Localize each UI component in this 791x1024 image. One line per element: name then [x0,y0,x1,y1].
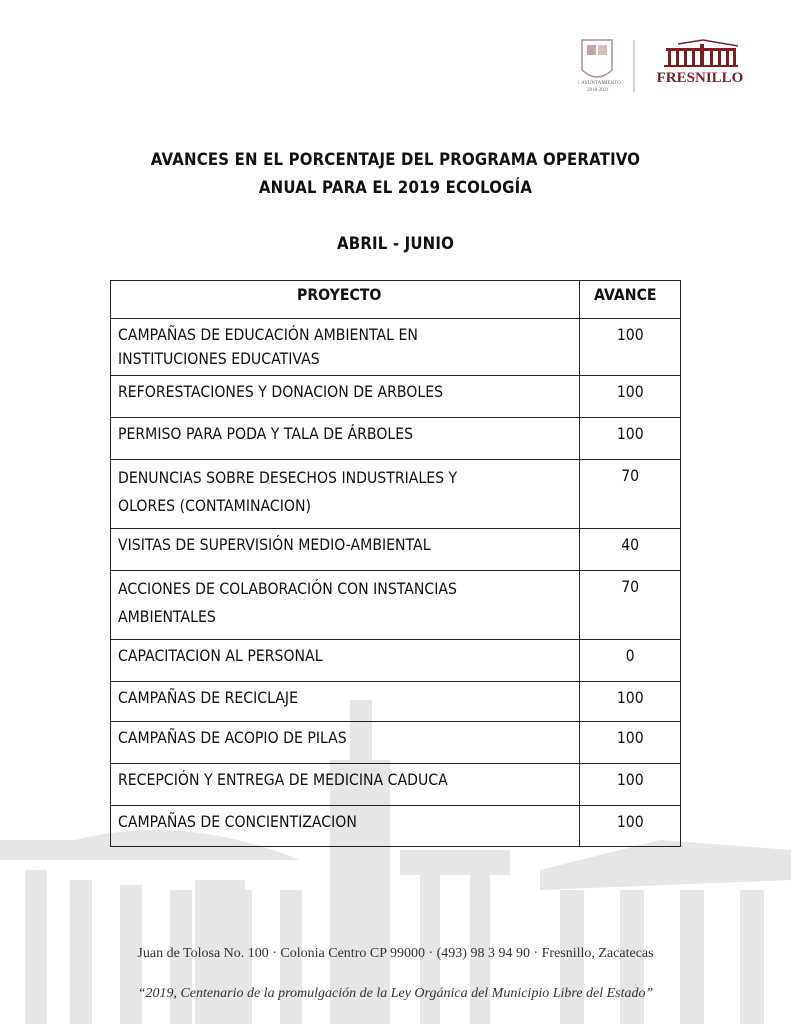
proyecto-text: AMBIENTALES [118,607,216,626]
cell-proyecto: VISITAS DE SUPERVISIÓN MEDIO-AMBIENTAL [110,528,580,571]
cell-proyecto: CAPACITACION AL PERSONAL [110,639,580,682]
proyecto-text: OLORES (CONTAMINACION) [118,496,311,515]
proyecto-text: CAMPAÑAS DE ACOPIO DE PILAS [118,728,347,747]
cell-avance: 100 [579,721,681,764]
avance-value: 100 [616,325,644,344]
cell-avance: 40 [579,528,681,571]
avance-value: 100 [616,424,644,443]
proyecto-text: DENUNCIAS SOBRE DESECHOS INDUSTRIALES Y [118,468,458,487]
cell-avance: 100 [579,805,681,847]
document-title-line1: AVANCES EN EL PORCENTAJE DEL PROGRAMA OP… [150,150,641,170]
cell-proyecto: REFORESTACIONES Y DONACION DE ARBOLES [110,375,580,418]
cell-avance: 100 [579,763,681,806]
cell-avance: 70 [579,570,681,640]
cell-proyecto: CAMPAÑAS DE EDUCACIÓN AMBIENTAL EN INSTIT… [110,318,580,376]
cell-avance: 100 [579,681,681,722]
proyecto-text: INSTITUCIONES EDUCATIVAS [118,349,320,368]
table-row: CAMPAÑAS DE CONCIENTIZACION 100 [110,805,681,847]
cell-proyecto: RECEPCIÓN Y ENTREGA DE MEDICINA CADUCA [110,763,580,806]
cell-avance: 0 [579,639,681,682]
proyecto-text: CAPACITACION AL PERSONAL [118,646,323,665]
proyecto-text: ACCIONES DE COLABORACIÓN CON INSTANCIAS [118,579,457,598]
avance-value: 0 [625,646,635,665]
cell-proyecto: PERMISO PARA PODA Y TALA DE ÁRBOLES [110,417,580,460]
proyecto-text: CAMPAÑAS DE RECICLAJE [118,688,298,707]
svg-text:2018-2021: 2018-2021 [587,88,609,93]
avance-value: 40 [621,535,639,554]
table-row: VISITAS DE SUPERVISIÓN MEDIO-AMBIENTAL 40 [110,528,681,571]
header-proyecto: PROYECTO [110,280,580,319]
svg-text:FRESNILLO: FRESNILLO [657,70,744,86]
table-row: DENUNCIAS SOBRE DESECHOS INDUSTRIALES Y O… [110,459,681,529]
table-row: PERMISO PARA PODA Y TALA DE ÁRBOLES 100 [110,417,681,460]
avance-value: 100 [616,382,644,401]
header-avance: AVANCE [579,280,681,319]
proyecto-text: REFORESTACIONES Y DONACION DE ARBOLES [118,382,444,401]
proyecto-text: CAMPAÑAS DE EDUCACIÓN AMBIENTAL EN [118,325,418,344]
footer-motto: “2019, Centenario de la promulgación de … [137,986,654,1001]
avance-value: 70 [621,577,639,596]
progress-table: PROYECTO AVANCE CAMPAÑAS DE EDUCACIÓN AM… [110,280,681,847]
cell-avance: 100 [579,417,681,460]
table-header-row: PROYECTO AVANCE [110,280,681,319]
document-period: ABRIL - JUNIO [336,234,455,254]
cell-avance: 100 [579,375,681,418]
cell-avance: 70 [579,459,681,529]
table-row: CAPACITACION AL PERSONAL 0 [110,639,681,682]
document-title-line2: ANUAL PARA EL 2019 ECOLOGÍA [258,178,533,198]
cell-proyecto: CAMPAÑAS DE RECICLAJE [110,681,580,722]
table-row: CAMPAÑAS DE ACOPIO DE PILAS 100 [110,721,681,764]
table-row: RECEPCIÓN Y ENTREGA DE MEDICINA CADUCA 10… [110,763,681,806]
svg-text:H. AYUNTAMIENTO: H. AYUNTAMIENTO [578,81,621,86]
table-row: CAMPAÑAS DE RECICLAJE 100 [110,681,681,722]
proyecto-text: CAMPAÑAS DE CONCIENTIZACION [118,812,357,831]
cell-proyecto: ACCIONES DE COLABORACIÓN CON INSTANCIAS A… [110,570,580,640]
avance-value: 100 [616,728,644,747]
cell-avance: 100 [579,318,681,376]
proyecto-text: PERMISO PARA PODA Y TALA DE ÁRBOLES [118,424,414,443]
footer-address: Juan de Tolosa No. 100 · Colonia Centro … [137,946,654,961]
avance-value: 70 [621,466,639,485]
table-row: CAMPAÑAS DE EDUCACIÓN AMBIENTAL EN INSTIT… [110,318,681,376]
cell-proyecto: CAMPAÑAS DE CONCIENTIZACION [110,805,580,847]
avance-value: 100 [616,812,644,831]
fresnillo-logo: H. AYUNTAMIENTO 2018-2021 FRESNILLO [578,39,744,93]
proyecto-text: VISITAS DE SUPERVISIÓN MEDIO-AMBIENTAL [118,535,431,554]
proyecto-text: RECEPCIÓN Y ENTREGA DE MEDICINA CADUCA [118,770,448,789]
avance-value: 100 [616,688,644,707]
cell-proyecto: CAMPAÑAS DE ACOPIO DE PILAS [110,721,580,764]
cell-proyecto: DENUNCIAS SOBRE DESECHOS INDUSTRIALES Y O… [110,459,580,529]
table-row: ACCIONES DE COLABORACIÓN CON INSTANCIAS A… [110,570,681,640]
avance-value: 100 [616,770,644,789]
table-row: REFORESTACIONES Y DONACION DE ARBOLES 100 [110,375,681,418]
